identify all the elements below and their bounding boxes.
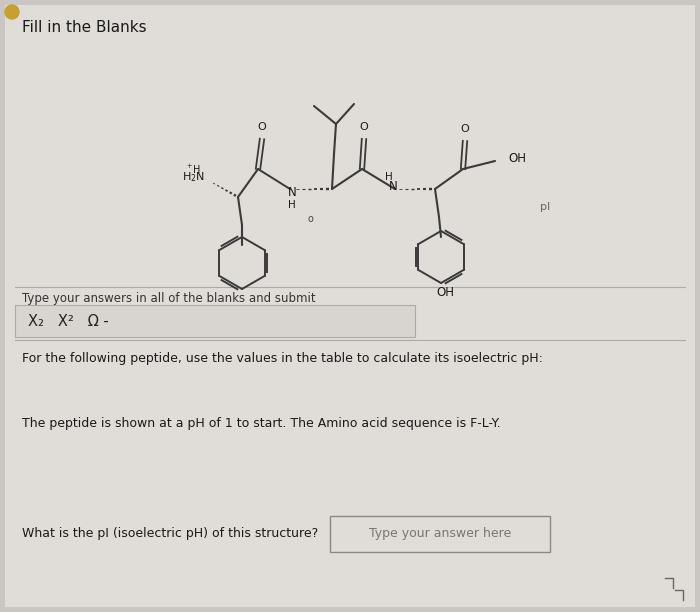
Text: N: N bbox=[288, 185, 296, 198]
Text: H: H bbox=[288, 200, 296, 210]
Text: The peptide is shown at a pH of 1 to start. The Amino acid sequence is F-L-Y.: The peptide is shown at a pH of 1 to sta… bbox=[22, 417, 500, 430]
FancyBboxPatch shape bbox=[5, 5, 695, 607]
Text: O: O bbox=[360, 122, 368, 132]
Text: O: O bbox=[461, 124, 470, 134]
Text: $\mathregular{^{+}H}$: $\mathregular{^{+}H}$ bbox=[186, 162, 200, 176]
Text: For the following peptide, use the values in the table to calculate its isoelect: For the following peptide, use the value… bbox=[22, 352, 543, 365]
Text: $\mathregular{H_2N}$: $\mathregular{H_2N}$ bbox=[181, 170, 204, 184]
FancyBboxPatch shape bbox=[330, 516, 550, 552]
Text: Type your answer here: Type your answer here bbox=[369, 528, 511, 540]
Text: H: H bbox=[385, 172, 393, 182]
Text: N: N bbox=[389, 181, 398, 193]
Text: pI: pI bbox=[540, 202, 550, 212]
Text: X₂   X²   Ω -: X₂ X² Ω - bbox=[28, 313, 108, 329]
Text: What is the pI (isoelectric pH) of this structure?: What is the pI (isoelectric pH) of this … bbox=[22, 528, 318, 540]
Text: Fill in the Blanks: Fill in the Blanks bbox=[22, 20, 146, 35]
FancyBboxPatch shape bbox=[15, 305, 415, 337]
Text: OH: OH bbox=[436, 286, 454, 299]
Circle shape bbox=[5, 5, 19, 19]
Text: Type your answers in all of the blanks and submit: Type your answers in all of the blanks a… bbox=[22, 292, 316, 305]
Text: o: o bbox=[307, 214, 313, 224]
Text: O: O bbox=[258, 122, 267, 132]
Text: OH: OH bbox=[508, 152, 526, 165]
